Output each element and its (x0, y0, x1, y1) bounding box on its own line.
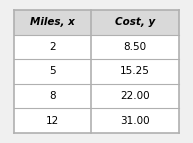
Text: 22.00: 22.00 (120, 91, 150, 101)
Bar (91, 108, 179, 133)
Text: 31.00: 31.00 (120, 116, 150, 126)
Bar (14, 84, 91, 108)
Bar (14, 10, 91, 35)
Text: 2: 2 (49, 42, 56, 52)
Text: 12: 12 (46, 116, 59, 126)
Text: 15.25: 15.25 (120, 66, 150, 77)
Bar (91, 35, 179, 59)
Text: 5: 5 (49, 66, 56, 77)
Text: 8.50: 8.50 (123, 42, 146, 52)
Bar (14, 59, 91, 84)
Bar (91, 59, 179, 84)
Text: Miles, x: Miles, x (30, 17, 75, 27)
Bar (14, 108, 91, 133)
Text: 8: 8 (49, 91, 56, 101)
Bar (91, 84, 179, 108)
Bar (91, 10, 179, 35)
Bar (14, 35, 91, 59)
Text: Cost, y: Cost, y (115, 17, 155, 27)
